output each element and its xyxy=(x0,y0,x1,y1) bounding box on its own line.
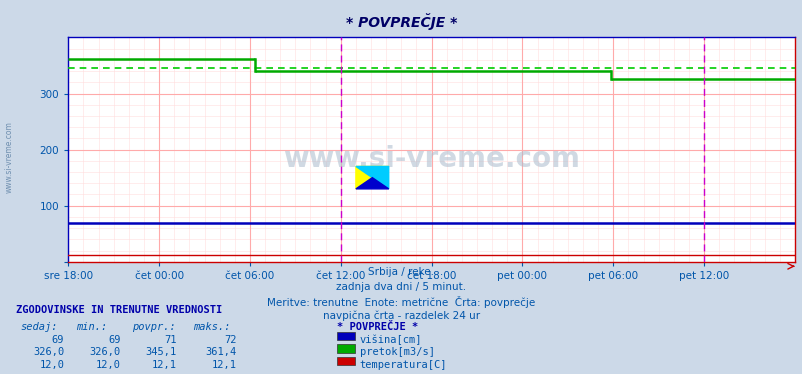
Text: 12,0: 12,0 xyxy=(39,360,64,370)
Text: 71: 71 xyxy=(164,335,176,345)
Text: * POVPREČJE *: * POVPREČJE * xyxy=(337,322,418,332)
Text: 12,0: 12,0 xyxy=(95,360,120,370)
Polygon shape xyxy=(355,178,388,189)
Text: www.si-vreme.com: www.si-vreme.com xyxy=(283,145,579,172)
Text: ZGODOVINSKE IN TRENUTNE VREDNOSTI: ZGODOVINSKE IN TRENUTNE VREDNOSTI xyxy=(16,305,222,315)
Polygon shape xyxy=(355,166,388,189)
Text: Srbija / reke.: Srbija / reke. xyxy=(368,267,434,278)
Text: min.:: min.: xyxy=(76,322,107,332)
Text: pretok[m3/s]: pretok[m3/s] xyxy=(359,347,434,357)
Text: Meritve: trenutne  Enote: metrične  Črta: povprečje: Meritve: trenutne Enote: metrične Črta: … xyxy=(267,296,535,308)
Text: višina[cm]: višina[cm] xyxy=(359,335,422,345)
Text: zadnja dva dni / 5 minut.: zadnja dva dni / 5 minut. xyxy=(336,282,466,292)
Polygon shape xyxy=(355,166,388,189)
Text: sedaj:: sedaj: xyxy=(20,322,58,332)
Text: 345,1: 345,1 xyxy=(145,347,176,357)
Text: * POVPREČJE *: * POVPREČJE * xyxy=(346,13,456,30)
Text: temperatura[C]: temperatura[C] xyxy=(359,360,447,370)
Text: 326,0: 326,0 xyxy=(89,347,120,357)
Text: 361,4: 361,4 xyxy=(205,347,237,357)
Text: maks.:: maks.: xyxy=(192,322,230,332)
Text: www.si-vreme.com: www.si-vreme.com xyxy=(5,121,14,193)
Text: 326,0: 326,0 xyxy=(33,347,64,357)
Text: povpr.:: povpr.: xyxy=(132,322,176,332)
Text: 12,1: 12,1 xyxy=(152,360,176,370)
Text: 72: 72 xyxy=(224,335,237,345)
Text: navpična črta - razdelek 24 ur: navpična črta - razdelek 24 ur xyxy=(322,310,480,321)
Text: 12,1: 12,1 xyxy=(212,360,237,370)
Text: 69: 69 xyxy=(107,335,120,345)
Text: 69: 69 xyxy=(51,335,64,345)
